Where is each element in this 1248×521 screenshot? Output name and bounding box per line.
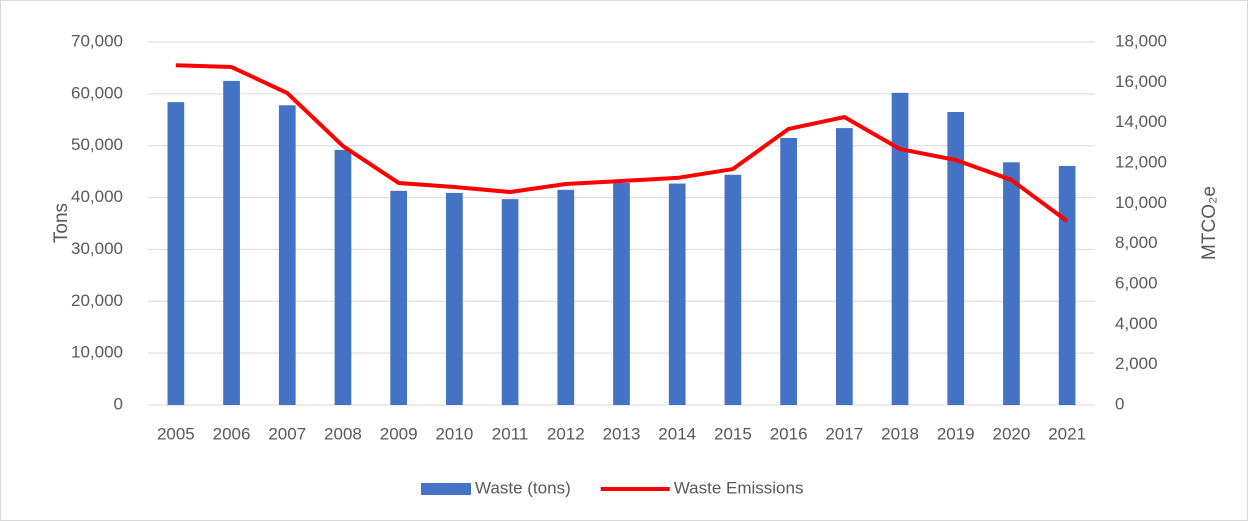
y-tick-label: 50,000: [71, 135, 123, 154]
bar: [446, 192, 463, 405]
legend-label: Waste (tons): [475, 478, 571, 497]
bar: [724, 174, 742, 405]
y2-tick-label: 16,000: [1115, 72, 1167, 91]
x-tick-label: 2014: [658, 424, 696, 443]
bar: [835, 128, 853, 405]
bar: [891, 92, 909, 405]
x-tick-label: 2017: [825, 424, 863, 443]
x-tick-label: 2021: [1048, 424, 1086, 443]
legend-label: Waste Emissions: [674, 478, 804, 497]
x-tick-label: 2012: [547, 424, 585, 443]
x-tick-label: 2016: [770, 424, 808, 443]
y-tick-label: 60,000: [71, 83, 123, 102]
y-tick-label: 30,000: [71, 239, 123, 258]
y2-tick-label: 2,000: [1115, 354, 1158, 373]
bar: [1003, 162, 1020, 405]
y2-axis-title: MTCO₂e: [1199, 186, 1220, 260]
x-tick-label: 2007: [268, 424, 306, 443]
bar: [1058, 165, 1076, 405]
line: [175, 63, 1069, 223]
y-tick-label: 20,000: [71, 291, 123, 310]
y2-tick-label: 14,000: [1115, 112, 1167, 131]
bar: [780, 137, 797, 405]
bar: [167, 102, 185, 405]
y-tick-label: 70,000: [71, 31, 123, 50]
y2-tick-label: 4,000: [1115, 314, 1158, 333]
bar: [334, 149, 352, 405]
x-tick-label: 2020: [993, 424, 1031, 443]
y-tick-label: 0: [114, 394, 123, 413]
y2-tick-label: 10,000: [1115, 193, 1167, 212]
x-tick-label: 2005: [157, 424, 195, 443]
x-tick-label: 2010: [435, 424, 473, 443]
bar: [223, 80, 240, 406]
y2-tick-label: 0: [1115, 394, 1124, 413]
y-tick-label: 10,000: [71, 343, 123, 362]
bar: [501, 199, 519, 405]
y2-tick-label: 8,000: [1115, 233, 1158, 252]
bar: [278, 105, 296, 405]
y-tick-label: 40,000: [71, 187, 123, 206]
y2-tick-label: 6,000: [1115, 273, 1158, 292]
y2-tick-label: 18,000: [1115, 31, 1167, 50]
bar: [668, 183, 686, 405]
x-tick-label: 2018: [881, 424, 919, 443]
x-tick-label: 2013: [603, 424, 641, 443]
bar: [947, 112, 965, 405]
bar: [390, 190, 408, 405]
y2-tick-label: 12,000: [1115, 152, 1167, 171]
legend-swatch: [421, 483, 471, 495]
x-tick-label: 2015: [714, 424, 752, 443]
y-axis-title: Tons: [51, 203, 72, 243]
x-tick-label: 2008: [324, 424, 362, 443]
x-tick-label: 2019: [937, 424, 975, 443]
x-tick-label: 2006: [213, 424, 251, 443]
x-tick-label: 2009: [380, 424, 418, 443]
x-tick-label: 2011: [492, 424, 529, 443]
bar: [557, 189, 575, 405]
bar: [613, 183, 630, 405]
